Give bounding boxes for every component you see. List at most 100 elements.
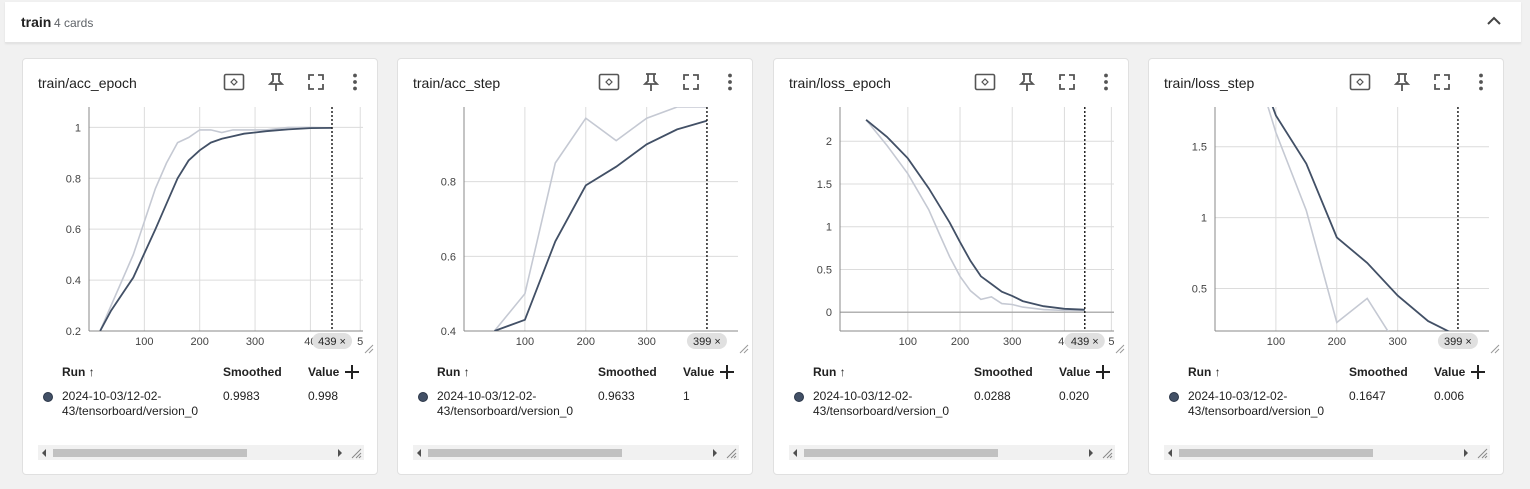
fit-domain-button[interactable] — [598, 71, 620, 93]
column-header-smoothed[interactable]: Smoothed — [223, 365, 282, 379]
step-cursor-chip[interactable]: 399 × — [686, 333, 727, 349]
fullscreen-button[interactable] — [1431, 71, 1453, 93]
scroll-left-icon[interactable] — [417, 449, 421, 457]
add-column-button[interactable] — [718, 363, 736, 381]
step-cursor-chip[interactable]: 399 × — [1437, 333, 1478, 349]
x-tick-label: 5 — [357, 336, 363, 348]
scroll-thumb[interactable] — [1179, 449, 1373, 457]
plot-resize-icon[interactable] — [364, 344, 374, 354]
column-header-smoothed[interactable]: Smoothed — [598, 365, 657, 379]
line-chart[interactable]: 100 200 300 40 5 2 1.5 1 0.5 0 439 × — [774, 103, 1129, 365]
column-header-value[interactable]: Value — [308, 365, 340, 379]
resize-handle-icon[interactable] — [1475, 446, 1488, 459]
fit-domain-button[interactable] — [974, 71, 996, 93]
scroll-right-icon[interactable] — [1089, 449, 1093, 457]
fit-domain-icon — [974, 73, 996, 91]
column-header-smoothed[interactable]: Smoothed — [974, 365, 1033, 379]
more-options-button[interactable] — [719, 71, 741, 93]
scroll-thumb[interactable] — [804, 449, 998, 457]
plot-resize-icon[interactable] — [1490, 344, 1500, 354]
scroll-left-icon[interactable] — [793, 449, 797, 457]
group-card-count: 4 cards — [54, 16, 94, 30]
column-header-run[interactable]: Run ↑ — [813, 365, 846, 379]
line-chart[interactable]: 100 200 300 1.5 1 0.5 399 × — [1149, 103, 1504, 365]
smoothed-series-line[interactable] — [494, 119, 708, 331]
column-header-run[interactable]: Run ↑ — [62, 365, 95, 379]
column-header-value[interactable]: Value — [683, 365, 715, 379]
value: 0.020 — [1059, 389, 1090, 403]
column-header-smoothed[interactable]: Smoothed — [1349, 365, 1408, 379]
resize-handle-icon[interactable] — [1100, 446, 1113, 459]
column-header-run[interactable]: Run ↑ — [437, 365, 470, 379]
smoothed-series-line[interactable] — [1245, 103, 1458, 336]
scroll-left-icon[interactable] — [1168, 449, 1172, 457]
card-title: train/acc_epoch — [38, 75, 137, 91]
pin-button[interactable] — [265, 71, 287, 93]
chart-svg[interactable]: 100 200 300 1.5 1 0.5 399 × — [1149, 103, 1504, 365]
line-chart[interactable]: 100 200 300 0.8 0.6 0.4 399 × — [398, 103, 753, 365]
horizontal-scrollbar[interactable] — [789, 445, 1115, 460]
raw-series-line[interactable] — [1245, 103, 1397, 347]
scroll-thumb[interactable] — [428, 449, 622, 457]
raw-series-line[interactable] — [99, 126, 333, 331]
run-color-swatch[interactable] — [43, 392, 53, 402]
smoothed-series-line[interactable] — [865, 119, 1085, 311]
scroll-left-icon[interactable] — [42, 449, 46, 457]
step-cursor-label: 439 × — [1071, 336, 1099, 348]
y-tick-label: 0.8 — [66, 173, 81, 185]
run-color-swatch[interactable] — [1169, 392, 1179, 402]
more-options-button[interactable] — [1095, 71, 1117, 93]
plus-icon — [345, 365, 359, 379]
raw-series-line[interactable] — [865, 119, 1085, 312]
smoothed-series-line[interactable] — [99, 127, 333, 331]
scroll-thumb[interactable] — [53, 449, 247, 457]
step-cursor-label: 439 × — [318, 336, 346, 348]
more-options-button[interactable] — [344, 71, 366, 93]
plot-resize-icon[interactable] — [1115, 344, 1125, 354]
fullscreen-button[interactable] — [305, 71, 327, 93]
value: 0.006 — [1434, 389, 1465, 403]
group-header: train 4 cards — [5, 2, 1521, 43]
run-color-swatch[interactable] — [418, 392, 428, 402]
fullscreen-button[interactable] — [680, 71, 702, 93]
x-tick-label: 300 — [637, 336, 655, 348]
line-chart[interactable]: 100 200 300 40 5 1 0.8 0.6 0.4 0.2 439 × — [23, 103, 378, 365]
column-header-value[interactable]: Value — [1059, 365, 1091, 379]
fullscreen-button[interactable] — [1056, 71, 1078, 93]
horizontal-scrollbar[interactable] — [1164, 445, 1490, 460]
scroll-right-icon[interactable] — [1464, 449, 1468, 457]
fit-domain-button[interactable] — [223, 71, 245, 93]
step-cursor-chip[interactable]: 439 × — [312, 333, 353, 349]
add-column-button[interactable] — [1094, 363, 1112, 381]
value: 0.998 — [308, 389, 339, 403]
add-column-button[interactable] — [343, 363, 361, 381]
pin-button[interactable] — [1016, 71, 1038, 93]
more-options-button[interactable] — [1470, 71, 1492, 93]
pin-button[interactable] — [640, 71, 662, 93]
resize-handle-icon[interactable] — [349, 446, 362, 459]
chart-svg[interactable]: 100 200 300 0.8 0.6 0.4 399 × — [398, 103, 753, 365]
pin-button[interactable] — [1391, 71, 1413, 93]
step-cursor-chip[interactable]: 439 × — [1064, 333, 1105, 349]
collapse-group-button[interactable] — [1483, 10, 1505, 32]
run-color-swatch[interactable] — [794, 392, 804, 402]
scroll-right-icon[interactable] — [338, 449, 342, 457]
pin-icon — [642, 73, 660, 91]
column-header-run[interactable]: Run ↑ — [1188, 365, 1221, 379]
y-tick-label: 0.4 — [66, 275, 81, 287]
plus-icon — [1096, 365, 1110, 379]
horizontal-scrollbar[interactable] — [413, 445, 739, 460]
horizontal-scrollbar[interactable] — [38, 445, 364, 460]
column-header-value[interactable]: Value — [1434, 365, 1466, 379]
scroll-right-icon[interactable] — [713, 449, 717, 457]
smoothed-value: 0.9983 — [223, 389, 260, 403]
run-name: 2024-10-03/12-02-43/tensorboard/version_… — [62, 389, 199, 418]
plot-resize-icon[interactable] — [739, 344, 749, 354]
x-tick-label: 100 — [1267, 336, 1285, 348]
raw-series-line[interactable] — [493, 107, 707, 331]
add-column-button[interactable] — [1469, 363, 1487, 381]
resize-handle-icon[interactable] — [724, 446, 737, 459]
fit-domain-button[interactable] — [1349, 71, 1371, 93]
